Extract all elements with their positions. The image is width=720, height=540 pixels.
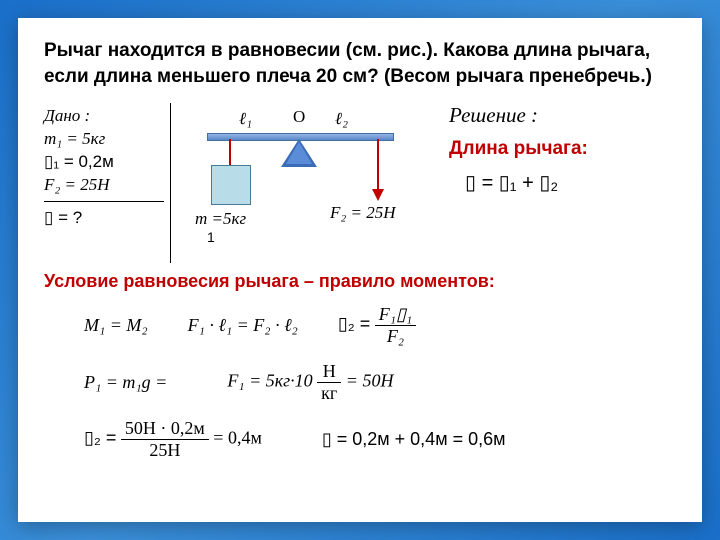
right-force-line <box>377 139 379 191</box>
eq-Fl: F₁ · ℓ₁ = F₂ · ℓ₂ <box>188 315 298 336</box>
eq-l2-calc: ▯₂ = 50H · 0,2м25H = 0,4м <box>84 418 262 461</box>
label-F2: F₂ = 25H <box>330 203 396 223</box>
label-m: m =5кг <box>195 209 246 229</box>
given-divider <box>44 201 164 202</box>
given-block: Дано : m₁ = 5кг ▯₁ = 0,2м F₂ = 25H ▯ = ? <box>44 103 171 263</box>
given-title: Дано : <box>44 106 164 126</box>
solution-column: Решение : Длина рычага: ▯ = ▯₁ + ▯₂ <box>429 103 676 263</box>
top-columns: Дано : m₁ = 5кг ▯₁ = 0,2м F₂ = 25H ▯ = ?… <box>44 103 676 263</box>
label-m-sub: 1 <box>207 229 215 245</box>
calc-row-2: ▯₂ = 50H · 0,2м25H = 0,4м ▯ = 0,2м + 0,4… <box>84 418 676 461</box>
pivot-inner <box>286 142 312 164</box>
eq-moments: M₁ = M₂ <box>84 315 148 336</box>
eq-l2-frac: ▯₂ = F₁▯₁F₂ <box>338 304 416 347</box>
label-O: O <box>293 107 305 127</box>
given-unknown: ▯ = ? <box>44 208 164 228</box>
mass-box <box>211 165 251 205</box>
moments-row: M₁ = M₂ F₁ · ℓ₁ = F₂ · ℓ₂ ▯₂ = F₁▯₁F₂ <box>84 304 676 347</box>
eq-P1: P₁ = m₁g = <box>84 372 167 393</box>
eq-total: ▯ = 0,2м + 0,4м = 0,6м <box>322 429 506 450</box>
eq-F1-calc: F₁ = 5кг·10 Hкг = 50H <box>227 361 393 404</box>
given-l1: ▯₁ = 0,2м <box>44 152 164 172</box>
given-m1: m₁ = 5кг <box>44 129 164 149</box>
lever-diagram: ℓ₁ O ℓ₂ m =5кг 1 F₂ = 25H <box>185 103 415 263</box>
right-force-arrow <box>372 189 384 201</box>
solution-title: Решение : <box>449 103 676 128</box>
length-formula: ▯ = ▯₁ + ▯₂ <box>465 170 676 195</box>
equilibrium-label: Условие равновесия рычага – правило моме… <box>44 271 676 292</box>
problem-text: Рычаг находится в равновесии (см. рис.).… <box>44 38 676 89</box>
given-F2: F₂ = 25H <box>44 175 164 195</box>
calc-row-1: P₁ = m₁g = F₁ = 5кг·10 Hкг = 50H <box>84 361 676 404</box>
left-hanger <box>229 139 231 165</box>
length-label: Длина рычага: <box>449 138 676 160</box>
label-l2: ℓ₂ <box>335 109 348 129</box>
slide-card: Рычаг находится в равновесии (см. рис.).… <box>18 18 702 522</box>
label-l1: ℓ₁ <box>239 109 252 129</box>
